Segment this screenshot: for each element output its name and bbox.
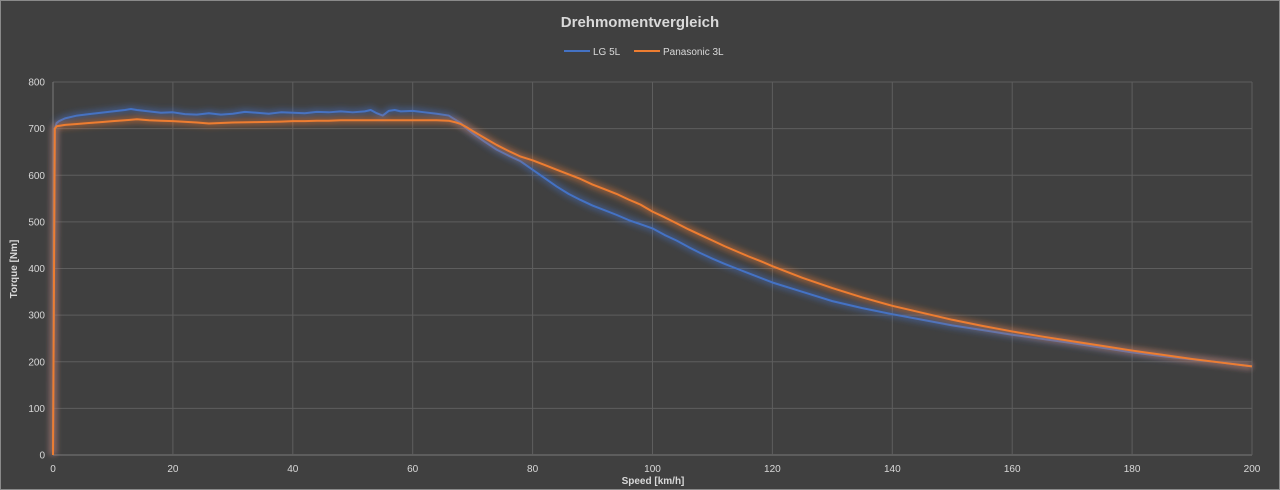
- y-tick-label-0: 0: [39, 451, 45, 462]
- y-tick-label-200: 200: [28, 357, 45, 368]
- x-tick-label-0: 0: [50, 464, 56, 475]
- x-tick-label-100: 100: [644, 464, 661, 475]
- series-lines: [49, 105, 1253, 456]
- chart-title: Drehmomentvergleich: [561, 14, 719, 31]
- gridlines: [52, 81, 1253, 456]
- axes: 0 100 200 300 400 500 600 700 800 0 20 40 60 80 100 120…: [28, 78, 1260, 476]
- series-line-panasonic-3l: [52, 118, 1253, 456]
- y-tick-label-300: 300: [28, 311, 45, 322]
- x-tick-label-140: 140: [884, 464, 901, 475]
- x-tick-label-160: 160: [1004, 464, 1021, 475]
- y-tick-label-100: 100: [28, 404, 45, 415]
- legend: LG 5L Panasonic 3L: [564, 47, 724, 58]
- y-tick-label-500: 500: [28, 217, 45, 228]
- x-tick-label-40: 40: [287, 464, 299, 475]
- x-tick-label-20: 20: [167, 464, 179, 475]
- y-tick-label-700: 700: [28, 124, 45, 135]
- x-tick-label-180: 180: [1124, 464, 1141, 475]
- y-tick-label-800: 800: [28, 78, 45, 89]
- y-tick-label-600: 600: [28, 171, 45, 182]
- x-tick-label-200: 200: [1244, 464, 1261, 475]
- x-axis-title: Speed [km/h]: [622, 476, 685, 487]
- y-tick-label-400: 400: [28, 264, 45, 275]
- x-tick-label-120: 120: [764, 464, 781, 475]
- x-tick-label-80: 80: [527, 464, 539, 475]
- legend-label-panasonic-3l: Panasonic 3L: [663, 47, 724, 58]
- x-tick-label-60: 60: [407, 464, 419, 475]
- y-axis-title: Torque [Nm]: [9, 240, 20, 299]
- legend-label-lg-5l: LG 5L: [593, 47, 621, 58]
